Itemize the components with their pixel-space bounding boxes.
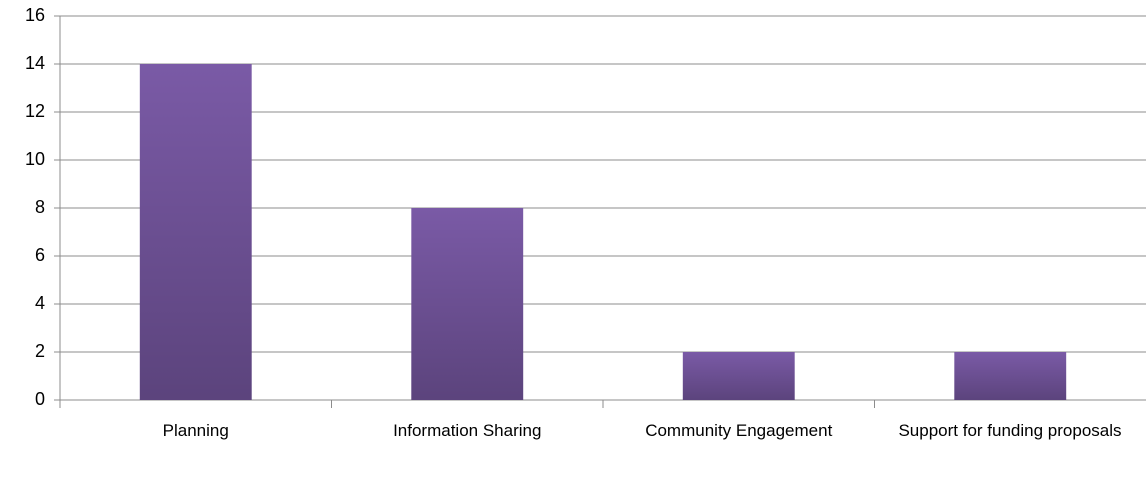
y-tick-label: 6 [35, 245, 45, 265]
x-tick-label: Community Engagement [645, 421, 833, 440]
x-tick-label: Information Sharing [393, 421, 542, 440]
bar-shade [139, 64, 252, 400]
x-tick-label: Support for funding proposals [898, 421, 1122, 440]
y-tick-label: 16 [25, 5, 45, 25]
y-tick-label: 14 [25, 53, 45, 73]
bar-group [139, 64, 252, 400]
y-tick-label: 0 [35, 389, 45, 409]
x-tick-label-box: Community Engagement [645, 421, 833, 440]
y-tick-label: 4 [35, 293, 45, 313]
bar-shade [682, 352, 795, 400]
x-tick-label-box: Planning [162, 421, 229, 440]
y-tick-label: 10 [25, 149, 45, 169]
bar-shade [411, 208, 524, 400]
bar-group [411, 208, 524, 400]
y-tick-label: 2 [35, 341, 45, 361]
bar-group [682, 352, 795, 400]
x-tick-label: Planning [162, 421, 229, 440]
bar-group [954, 352, 1067, 400]
y-tick-label: 8 [35, 197, 45, 217]
x-tick-label-box: Support for funding proposals [898, 421, 1122, 440]
y-tick-label: 12 [25, 101, 45, 121]
bar-shade [954, 352, 1067, 400]
x-tick-label-box: Information Sharing [393, 421, 542, 440]
